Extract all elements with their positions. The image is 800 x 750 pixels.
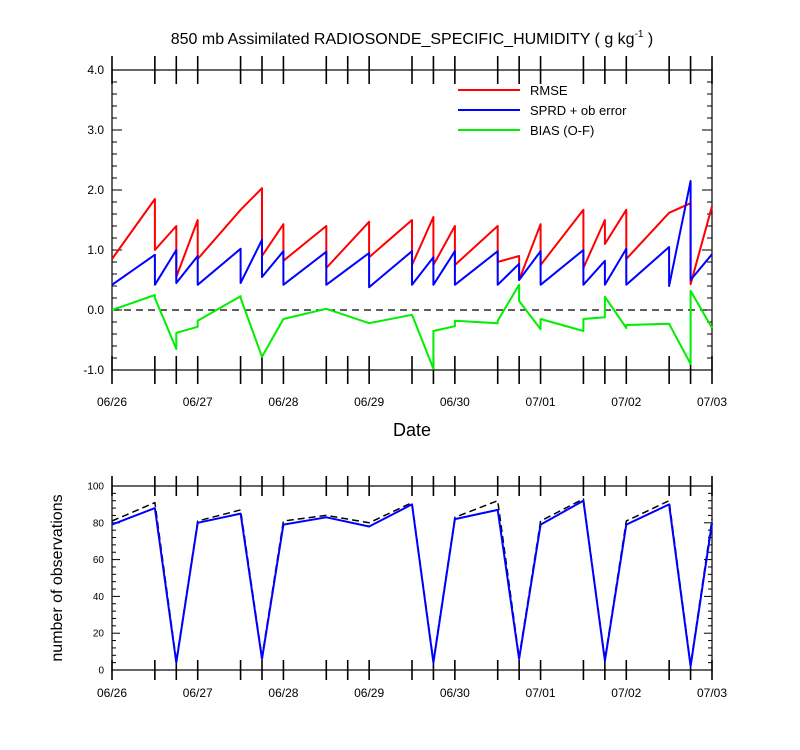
- legend: RMSE SPRD + ob error BIAS (O-F): [458, 83, 627, 138]
- y-tick-label: 2.0: [87, 183, 104, 197]
- series-line-sprd-ob-error: [111, 180, 713, 289]
- y-tick-label: 1.0: [87, 243, 104, 257]
- y-tick-label: -1.0: [83, 363, 104, 377]
- x-tick-label: 07/01: [526, 395, 556, 409]
- legend-label: RMSE: [530, 83, 568, 98]
- legend-label: SPRD + ob error: [530, 103, 627, 118]
- chart-title: 850 mb Assimilated RADIOSONDE_SPECIFIC_H…: [171, 29, 654, 48]
- x-tick-label: 06/30: [440, 395, 470, 409]
- y-tick-label: 80: [93, 518, 105, 529]
- bottom-plot: 0 20 40 60 80 100 06/26 06/27 06/28 06/29 06/30 07/…: [87, 476, 727, 700]
- x-tick-label: 07/01: [526, 686, 556, 700]
- x-tick-label: 07/03: [697, 395, 727, 409]
- x-tick-label: 06/26: [97, 395, 127, 409]
- x-tick-label: 06/29: [354, 395, 384, 409]
- x-tick-label: 06/29: [354, 686, 384, 700]
- y-axis-label: number of observations: [49, 494, 66, 661]
- x-tick-label: 07/02: [611, 686, 641, 700]
- y-tick-label: 40: [93, 592, 105, 603]
- x-tick-label: 07/02: [611, 395, 641, 409]
- y-tick-label: 4.0: [87, 63, 104, 77]
- x-axis-label: Date: [393, 420, 431, 440]
- x-tick-label: 07/03: [697, 686, 727, 700]
- x-tick-label: 06/26: [97, 686, 127, 700]
- series-line-rmse: [111, 187, 713, 286]
- series-line-assimilated: [111, 499, 713, 668]
- y-tick-label: 20: [93, 629, 105, 640]
- y-tick-label: 3.0: [87, 123, 104, 137]
- x-tick-label: 06/28: [268, 686, 298, 700]
- y-tick-label: 60: [93, 555, 105, 566]
- series-line-bias-o-f: [111, 283, 713, 370]
- series-line-possible: [111, 498, 713, 666]
- y-tick-label: 100: [87, 482, 104, 493]
- legend-label: BIAS (O-F): [530, 123, 594, 138]
- x-tick-label: 06/28: [268, 395, 298, 409]
- plot-frame: [111, 485, 713, 671]
- x-tick-label: 06/27: [183, 395, 213, 409]
- x-tick-label: 06/30: [440, 686, 470, 700]
- y-tick-label: 0: [98, 666, 104, 677]
- x-tick-label: 06/27: [183, 686, 213, 700]
- y-tick-label: 0.0: [87, 303, 104, 317]
- top-plot: -1.0 0.0 1.0 2.0 3.0 4.0 06/26 06/27 06/28 06/29 0…: [83, 56, 727, 409]
